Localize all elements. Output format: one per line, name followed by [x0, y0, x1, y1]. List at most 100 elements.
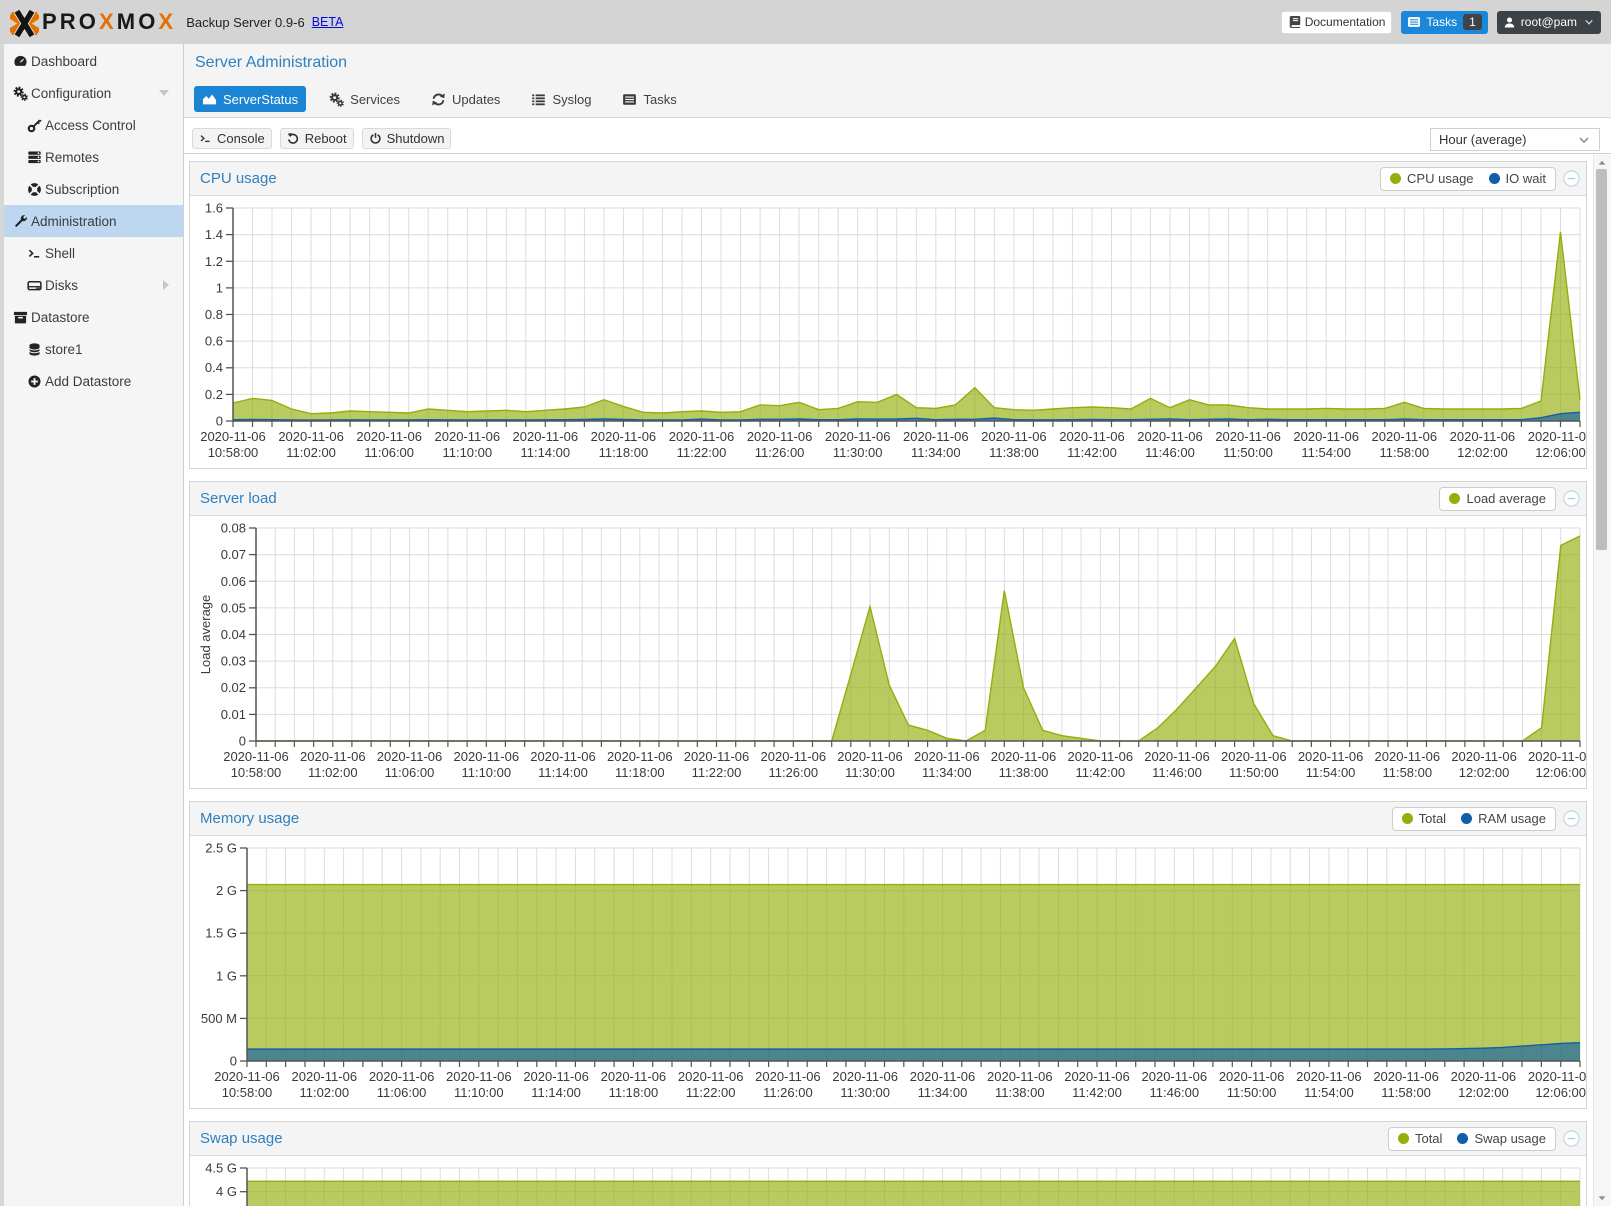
- svg-text:0.4: 0.4: [205, 360, 223, 375]
- svg-text:2020-11-06: 2020-11-06: [1068, 749, 1134, 764]
- svg-text:2020-11-06: 2020-11-06: [214, 1069, 280, 1084]
- svg-text:12:02:00: 12:02:00: [1459, 765, 1510, 780]
- svg-text:2020-11-06: 2020-11-06: [601, 1069, 667, 1084]
- svg-text:4.5 G: 4.5 G: [205, 1161, 237, 1176]
- svg-text:0.6: 0.6: [205, 334, 223, 349]
- svg-text:2020-11-06: 2020-11-06: [1059, 429, 1125, 444]
- svg-text:11:18:00: 11:18:00: [609, 1085, 659, 1100]
- svg-text:2020-11-06: 2020-11-06: [1450, 429, 1516, 444]
- svg-text:11:46:00: 11:46:00: [1149, 1085, 1199, 1100]
- svg-text:11:42:00: 11:42:00: [1072, 1085, 1122, 1100]
- svg-text:2020-11-06: 2020-11-06: [591, 429, 657, 444]
- svg-text:11:58:00: 11:58:00: [1381, 1085, 1431, 1100]
- svg-text:11:38:00: 11:38:00: [989, 445, 1039, 460]
- svg-text:2020-11-06: 2020-11-06: [1142, 1069, 1208, 1084]
- svg-text:11:26:00: 11:26:00: [755, 445, 805, 460]
- svg-text:1.6: 1.6: [205, 201, 223, 216]
- svg-text:11:22:00: 11:22:00: [677, 445, 727, 460]
- svg-text:11:50:00: 11:50:00: [1223, 445, 1273, 460]
- svg-text:2020-11-06: 2020-11-06: [223, 749, 289, 764]
- svg-text:12:06:00: 12:06:00: [1535, 1085, 1586, 1100]
- svg-text:11:18:00: 11:18:00: [599, 445, 649, 460]
- svg-text:2020-11-06: 2020-11-06: [435, 429, 501, 444]
- svg-text:2020-11-06: 2020-11-06: [1296, 1069, 1362, 1084]
- svg-text:11:42:00: 11:42:00: [1067, 445, 1117, 460]
- svg-text:2020-11-06: 2020-11-06: [761, 749, 827, 764]
- svg-text:2020-11-06: 2020-11-06: [356, 429, 422, 444]
- svg-text:11:22:00: 11:22:00: [692, 765, 742, 780]
- svg-text:12:06:00: 12:06:00: [1535, 445, 1586, 460]
- svg-text:2020-11-06: 2020-11-06: [292, 1069, 358, 1084]
- svg-text:2020-11-06: 2020-11-06: [1137, 429, 1203, 444]
- svg-text:2020-11-06: 2020-11-06: [369, 1069, 435, 1084]
- svg-text:2020-11-06: 2020-11-06: [1221, 749, 1287, 764]
- svg-text:0.08: 0.08: [221, 521, 246, 536]
- svg-text:2020-11-06: 2020-11-06: [910, 1069, 976, 1084]
- svg-text:2020-11-06: 2020-11-06: [1373, 1069, 1439, 1084]
- svg-text:12:02:00: 12:02:00: [1458, 1085, 1509, 1100]
- svg-text:11:46:00: 11:46:00: [1145, 445, 1195, 460]
- svg-text:2.5 G: 2.5 G: [205, 841, 237, 856]
- svg-text:2020-11-06: 2020-11-06: [987, 1069, 1053, 1084]
- svg-text:2020-11-06: 2020-11-06: [903, 429, 969, 444]
- svg-text:2020-11-06: 2020-11-06: [446, 1069, 512, 1084]
- svg-text:2020-11-06: 2020-11-06: [981, 429, 1047, 444]
- svg-text:0.03: 0.03: [221, 654, 246, 669]
- svg-text:11:30:00: 11:30:00: [845, 765, 895, 780]
- svg-text:2020-11-06: 2020-11-06: [914, 749, 980, 764]
- svg-text:11:50:00: 11:50:00: [1227, 1085, 1277, 1100]
- svg-text:11:02:00: 11:02:00: [286, 445, 336, 460]
- svg-text:2020-11-06: 2020-11-06: [755, 1069, 821, 1084]
- svg-text:500 M: 500 M: [201, 1011, 237, 1026]
- svg-text:0.8: 0.8: [205, 307, 223, 322]
- svg-text:1 G: 1 G: [216, 968, 237, 983]
- svg-text:2020-11-06: 2020-11-06: [513, 429, 579, 444]
- svg-text:Load average: Load average: [198, 595, 213, 675]
- svg-text:11:54:00: 11:54:00: [1301, 445, 1351, 460]
- svg-text:11:14:00: 11:14:00: [531, 1085, 581, 1100]
- svg-text:11:50:00: 11:50:00: [1229, 765, 1279, 780]
- svg-text:11:10:00: 11:10:00: [454, 1085, 504, 1100]
- svg-text:11:34:00: 11:34:00: [922, 765, 972, 780]
- svg-text:0: 0: [239, 734, 246, 749]
- svg-text:0.02: 0.02: [221, 680, 246, 695]
- svg-text:0: 0: [216, 414, 223, 429]
- svg-text:0: 0: [230, 1054, 237, 1069]
- svg-text:12:02:00: 12:02:00: [1457, 445, 1508, 460]
- svg-text:2020-11-06: 2020-11-06: [377, 749, 443, 764]
- svg-text:0.07: 0.07: [221, 547, 246, 562]
- svg-text:11:34:00: 11:34:00: [918, 1085, 968, 1100]
- svg-text:2020-11-06: 2020-11-06: [278, 429, 344, 444]
- svg-text:11:14:00: 11:14:00: [538, 765, 588, 780]
- svg-text:2020-11-06: 2020-11-06: [1064, 1069, 1130, 1084]
- svg-text:11:30:00: 11:30:00: [840, 1085, 890, 1100]
- svg-text:2 G: 2 G: [216, 883, 237, 898]
- svg-text:11:54:00: 11:54:00: [1304, 1085, 1354, 1100]
- svg-text:2020-11-06: 2020-11-06: [1528, 1069, 1586, 1084]
- svg-text:11:58:00: 11:58:00: [1379, 445, 1429, 460]
- svg-text:2020-11-06: 2020-11-06: [1451, 749, 1517, 764]
- svg-text:11:10:00: 11:10:00: [461, 765, 511, 780]
- svg-text:2020-11-06: 2020-11-06: [1144, 749, 1210, 764]
- svg-text:0.05: 0.05: [221, 600, 246, 615]
- svg-text:11:38:00: 11:38:00: [999, 765, 1049, 780]
- svg-text:2020-11-06: 2020-11-06: [530, 749, 596, 764]
- svg-text:2020-11-06: 2020-11-06: [1528, 429, 1586, 444]
- svg-text:11:26:00: 11:26:00: [763, 1085, 813, 1100]
- svg-text:2020-11-06: 2020-11-06: [1219, 1069, 1285, 1084]
- svg-text:11:06:00: 11:06:00: [385, 765, 435, 780]
- svg-text:11:38:00: 11:38:00: [995, 1085, 1045, 1100]
- svg-text:2020-11-06: 2020-11-06: [825, 429, 891, 444]
- svg-text:10:58:00: 10:58:00: [231, 765, 282, 780]
- svg-text:11:02:00: 11:02:00: [299, 1085, 349, 1100]
- svg-text:2020-11-06: 2020-11-06: [837, 749, 903, 764]
- svg-text:2020-11-06: 2020-11-06: [1528, 749, 1586, 764]
- svg-text:2020-11-06: 2020-11-06: [523, 1069, 589, 1084]
- svg-text:2020-11-06: 2020-11-06: [832, 1069, 898, 1084]
- svg-text:11:46:00: 11:46:00: [1152, 765, 1202, 780]
- svg-text:11:18:00: 11:18:00: [615, 765, 665, 780]
- svg-text:2020-11-06: 2020-11-06: [1375, 749, 1441, 764]
- svg-text:12:06:00: 12:06:00: [1535, 765, 1586, 780]
- svg-text:11:06:00: 11:06:00: [364, 445, 414, 460]
- svg-text:2020-11-06: 2020-11-06: [1298, 749, 1364, 764]
